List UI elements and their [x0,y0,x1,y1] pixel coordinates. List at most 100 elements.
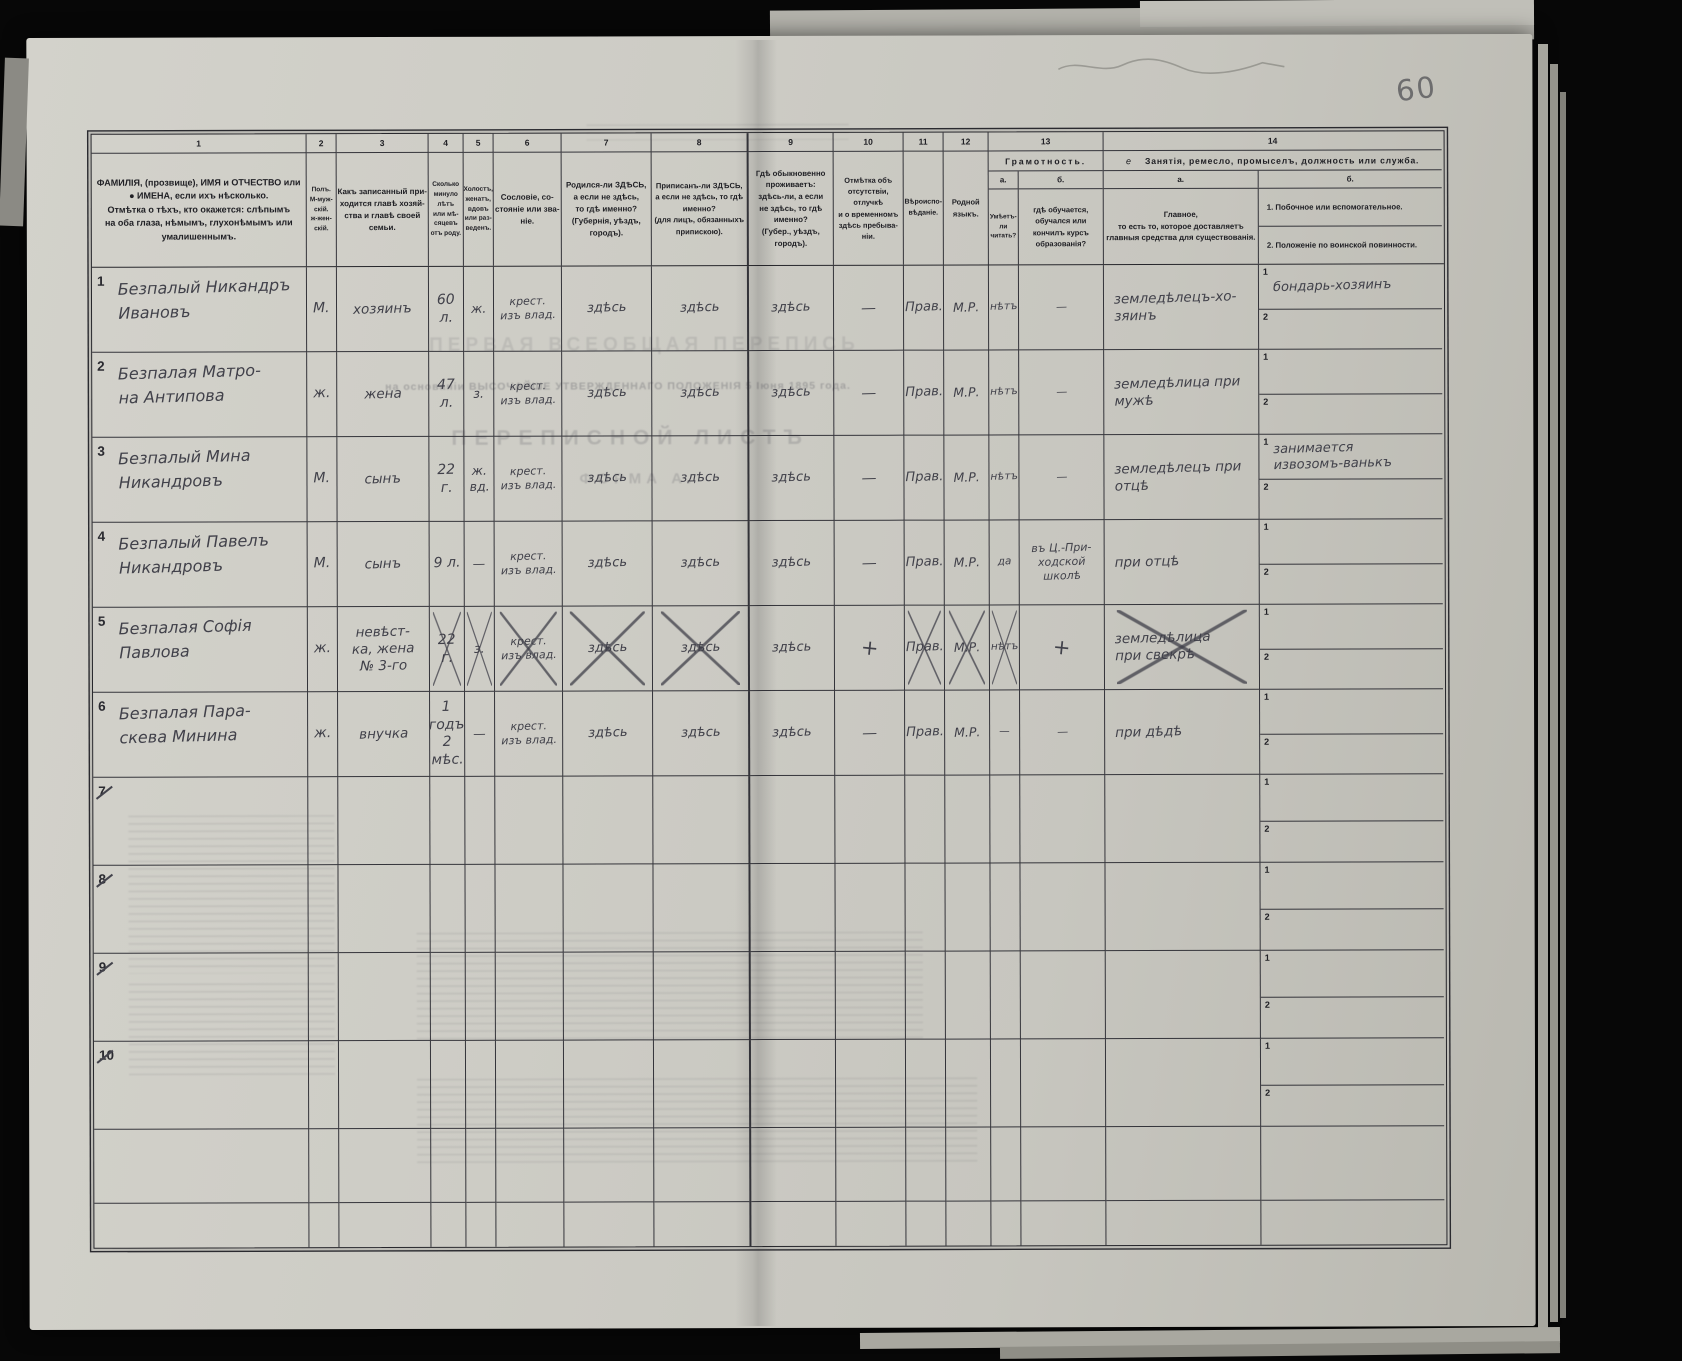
occupation-side-2: 2 [1261,1084,1445,1126]
cell-name: 5 Безпалая Софія Павлова [92,607,309,693]
page-edge [1550,64,1558,1322]
cell-estate: крест. изъ влад. [494,351,563,437]
column-number: 10 [833,132,904,152]
side-label-2: 2 [1263,312,1269,323]
cell-language [945,863,991,952]
cell-sex [308,953,339,1042]
side-label-1: 1 [1264,864,1270,875]
extension-cell [1106,1126,1262,1246]
cell-occupation-main: при дѣдѣ [1105,689,1261,776]
cell-occupation-side: 1 бондарь-хозяинъ 2 [1258,264,1443,350]
cell-relation [338,952,431,1042]
cell-sex: ж. [307,607,339,693]
cell-education [1020,1039,1107,1128]
occupation-b-label: б. [1346,174,1354,184]
extension-cell [309,1129,340,1248]
side-label-1: 1 [1264,691,1270,702]
header-name: ФАМИЛІЯ, (прозвище), ИМЯ и ОТЧЕСТВО или … [91,153,307,267]
cell-age [430,1040,467,1129]
name-entry: Безпалый Мина Никандровъ [117,445,251,493]
cell-sex: М. [307,522,338,608]
row-number: 4 [97,528,106,544]
occupation-side-2: 2 [1259,478,1443,519]
cell-marital [465,776,496,865]
cell-occupation-main: при отцѣ [1104,519,1260,606]
cell-occupation-main [1105,1038,1262,1128]
cell-born-here: здѣсь [563,691,654,777]
cell-occupation-main: земледѣлица при свекрѣ [1104,604,1261,691]
header-occupation-block: е Занятія, ремесло, промыселъ, должность… [1103,150,1442,265]
name-entry: Безпалая Пара- скева Минина [118,700,251,748]
occupation-side-2: 2 [1259,563,1443,604]
row-number: 5 [97,613,106,629]
cell-marital [465,1040,497,1129]
side-label-2: 2 [1265,1087,1271,1098]
row-number: 6 [98,698,106,714]
occupation-title-text: Занятія, ремесло, промыселъ, должность и… [1145,154,1420,166]
cell-language [945,951,991,1040]
cell-marital [465,952,496,1041]
cell-relation: внучка [338,691,431,778]
cell-name: 10 [93,1041,310,1130]
cell-name: 8 [93,865,309,954]
cell-religion: Прав. [904,350,945,436]
occupation-side-2: 2 [1260,996,1444,1038]
cell-language: М.Р. [945,690,991,776]
occupation-side-1: 1 [1260,774,1443,820]
cell-name: 3 Безпалый Мина Никандровъ [92,437,308,523]
cell-can-read: да [989,520,1020,606]
cell-can-read [990,775,1021,864]
extension-cell [906,1127,947,1246]
side-label-2: 2 [1263,652,1269,663]
header-relation: Какъ записанный при- ходится главѣ хозяй… [336,152,429,267]
cell-education: — [1019,350,1105,436]
header-sex: Полъ. М-муж- скій. ж-жен- скій. [306,153,337,267]
column-number: 3 [336,133,429,154]
occupation-side-1: 1 [1260,689,1443,734]
cell-age: 1 годъ 2 мѣс. [429,691,466,777]
cell-marital: ж. [463,266,495,352]
row-number: 10 [98,1047,115,1063]
header-born-here: Родился-ли ЗДѢСЬ, а если не здѣсь, то гд… [561,152,652,266]
header-occupation-main: Главное, то есть то, которое доставляетъ… [1103,188,1259,265]
side-label-2: 2 [1264,911,1270,922]
extension-cell [1021,1127,1107,1246]
cell-absence-note: + [834,605,906,691]
cell-can-read: нѣтъ [988,265,1020,351]
cell-marital: з. [464,351,495,437]
cell-religion [905,863,946,952]
cell-relation [338,1040,432,1130]
extension-cell [496,1128,565,1247]
name-entry: Безпалый Павелъ Никандровъ [118,530,270,578]
header-literacy-title: Грамотность. [988,151,1103,172]
cell-name: 6 Безпалая Пара- скева Минина [93,692,309,778]
cell-age [430,864,466,953]
cell-relation: сынъ [337,521,430,608]
side-label-2: 2 [1263,482,1269,493]
cell-education: — [1018,265,1105,351]
header-age: Сколько минуло лѣтъ или мѣ- сяцевъ отъ р… [428,152,464,266]
extension-cell [339,1128,432,1248]
extension-cell [991,1127,1022,1246]
cell-absence-note: — [834,520,905,606]
header-education: гдѣ обучается, обучался или кончилъ курс… [1032,205,1089,249]
header-literacy-sublabels: а. б. [988,171,1103,190]
cell-education: + [1019,605,1106,691]
column-number: 2 [306,134,337,154]
cell-estate: крест. изъ влад. [493,266,563,352]
cell-absence-note [835,863,906,952]
occupation-a-label: а. [1103,170,1259,189]
cell-born-here: здѣсь [562,436,653,522]
cell-education [1020,775,1106,864]
cell-religion [905,951,946,1040]
cell-language: М.Р. [944,350,990,436]
header-occupation-side: 1. Побочное или вспомогательное. 2. Поло… [1258,188,1442,263]
side-label-2: 2 [1264,823,1270,834]
name-entry: Безпалый Никандръ Ивановъ [117,275,291,323]
cell-occupation-main: земледѣлецъ-хо- зяинъ [1103,264,1260,351]
cell-name: 7 [93,777,309,866]
occupation-side-1: 1 [1259,349,1442,394]
cell-estate: крест. изъ влад. [494,436,563,522]
cell-absence-note: — [835,690,906,776]
